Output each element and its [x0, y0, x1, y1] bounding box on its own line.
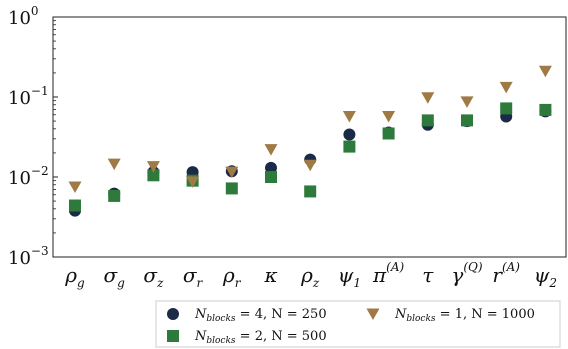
- plot-area: [52, 16, 567, 258]
- data-point: [421, 114, 434, 127]
- x-tick-label: ψ1: [338, 263, 361, 290]
- x-tick-label: σg: [104, 263, 126, 290]
- data-point: [186, 176, 200, 188]
- data-point: [460, 96, 474, 108]
- data-point: [343, 128, 356, 141]
- y-axis: 100 10−1 10−2 10−3: [8, 4, 58, 269]
- data-point: [500, 102, 513, 115]
- x-tick-label: ψ2: [534, 263, 557, 290]
- y-tick-label: 10−3: [8, 244, 49, 269]
- data-point: [303, 159, 317, 172]
- x-tick-label: σz: [143, 263, 164, 290]
- data-point: [461, 114, 473, 127]
- data-point: [147, 169, 160, 182]
- data-point: [539, 103, 552, 116]
- legend-marker: [167, 330, 179, 342]
- legend-marker: [167, 308, 179, 320]
- y-tick-label: 10−1: [8, 84, 49, 109]
- data-point: [108, 189, 121, 202]
- legend-marker: [366, 308, 380, 320]
- data-point: [265, 161, 277, 174]
- data-point: [264, 144, 278, 156]
- x-tick-label: τ: [422, 263, 434, 287]
- data-point: [265, 171, 277, 183]
- x-tick-label: κ: [263, 263, 277, 287]
- data-point: [343, 140, 356, 153]
- data-point: [107, 158, 121, 171]
- data-point: [304, 185, 317, 198]
- x-tick-label: ρz: [300, 263, 320, 290]
- x-tick-label: ρg: [64, 263, 85, 290]
- x-tick-label: σr: [183, 263, 204, 290]
- data-marks: [68, 65, 552, 217]
- data-point: [382, 127, 395, 140]
- data-point: [146, 161, 160, 173]
- legend: Nblocks = 4, N = 250 Nblocks = 1, N = 100…: [155, 300, 561, 348]
- x-tick-label: π(A): [372, 260, 405, 287]
- data-point: [342, 111, 356, 123]
- data-point: [538, 65, 552, 78]
- legend-label: Nblocks = 1, N = 1000: [394, 307, 535, 324]
- x-tick-label: γ(Q): [451, 260, 482, 287]
- data-point: [421, 92, 435, 104]
- x-tick-label: ρr: [222, 263, 242, 290]
- y-tick-label: 100: [8, 4, 39, 29]
- data-point: [68, 181, 82, 193]
- data-point: [225, 166, 239, 179]
- data-point: [69, 199, 81, 212]
- x-axis: ρg σg σz σr ρr κ ρz ψ1 π(A) τ γ(Q) r(A) ψ2: [64, 260, 557, 290]
- legend-box: [155, 300, 561, 348]
- legend-label: Nblocks = 2, N = 500: [194, 329, 327, 346]
- data-point: [382, 111, 396, 123]
- data-point: [225, 182, 238, 195]
- y-tick-label: 10−2: [8, 164, 49, 189]
- legend-label: Nblocks = 4, N = 250: [194, 307, 327, 324]
- x-tick-label: r(A): [492, 260, 520, 287]
- data-point: [499, 81, 513, 94]
